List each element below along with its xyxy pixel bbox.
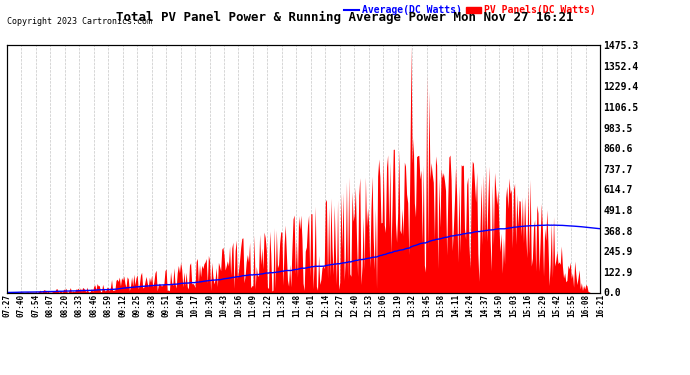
Legend: Average(DC Watts), PV Panels(DC Watts): Average(DC Watts), PV Panels(DC Watts) xyxy=(344,5,595,15)
Text: Copyright 2023 Cartronics.com: Copyright 2023 Cartronics.com xyxy=(7,17,152,26)
Text: Total PV Panel Power & Running Average Power Mon Nov 27 16:21: Total PV Panel Power & Running Average P… xyxy=(116,11,574,24)
